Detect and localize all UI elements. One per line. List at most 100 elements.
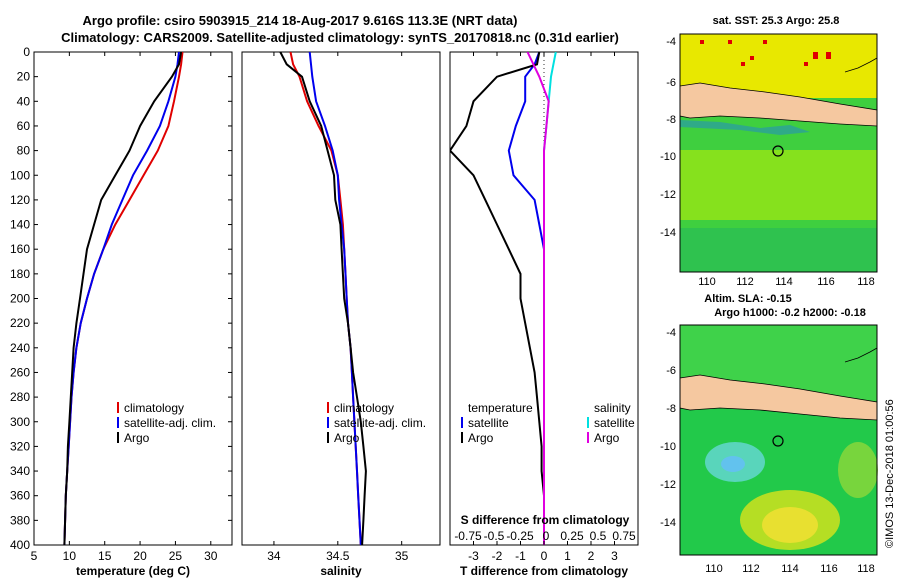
sla-blue-core xyxy=(721,456,745,472)
sla-map-xticks: 110 112 114 116 118 xyxy=(705,563,875,575)
legend-salinity-title: salinity xyxy=(594,401,631,415)
sst-ytick: -12 xyxy=(660,189,676,201)
difference-series xyxy=(450,52,557,545)
depth-tick-label: 340 xyxy=(10,464,30,478)
depth-tick-label: 200 xyxy=(10,292,30,306)
warm-pixel xyxy=(700,40,704,44)
warm-pixel xyxy=(741,62,745,66)
depth-tick-label: 0 xyxy=(23,45,30,59)
legend-argo-label: Argo xyxy=(124,431,150,445)
sla-ytick: -10 xyxy=(660,441,676,453)
legend-s-satellite-label: satellite xyxy=(594,416,635,430)
legend-t-satellite-label: satellite xyxy=(468,416,509,430)
salinity-tick-label: 34.5 xyxy=(326,549,350,563)
temperature-tick-label: 20 xyxy=(133,549,147,563)
depth-tick-label: 260 xyxy=(10,365,30,379)
depth-tick-label: 380 xyxy=(10,513,30,527)
difference-tick-label: 2 xyxy=(588,549,595,563)
series-satellite-adj-clim- xyxy=(308,52,362,545)
temperature-xticks: 5 10 15 20 25 30 xyxy=(31,52,218,563)
legend-temperature-title: temperature xyxy=(468,401,533,415)
depth-tick-label: 360 xyxy=(10,489,30,503)
salinity-series xyxy=(279,52,367,545)
s-difference-tick-label: -0.5 xyxy=(484,529,505,543)
s-difference-tick-label: 0 xyxy=(543,529,550,543)
difference-xticks: -3 -2 -1 0 1 2 3 xyxy=(468,52,618,563)
s-difference-tick-label: 0.25 xyxy=(560,529,584,543)
depth-tick-label: 80 xyxy=(17,144,31,158)
warm-pixel xyxy=(826,52,831,59)
sst-map: sat. SST: 25.3 Argo: 25.8 -4 -6 -8 -10 -… xyxy=(660,15,878,288)
sst-map-title: sat. SST: 25.3 Argo: 25.8 xyxy=(713,15,840,27)
sla-east-blob xyxy=(838,442,878,498)
depth-tick-label: 160 xyxy=(10,242,30,256)
sla-xtick: 118 xyxy=(857,563,875,575)
warm-pixel xyxy=(728,40,732,44)
salinity-tick-label: 35 xyxy=(395,549,409,563)
legend-climatology-label: climatology xyxy=(334,401,394,415)
sla-ytick: -4 xyxy=(666,327,676,339)
salinity-legend: climatology satellite-adj. clim. Argo xyxy=(327,401,426,445)
depth-tick-label: 140 xyxy=(10,218,30,232)
sst-map-xticks: 110 112 114 116 118 xyxy=(698,276,875,288)
s-difference-tick-label: 0.75 xyxy=(612,529,636,543)
sla-xtick: 116 xyxy=(820,563,838,575)
series-salinity-argo xyxy=(526,52,550,545)
sla-yellow-core xyxy=(762,507,818,543)
difference-tick-label: -3 xyxy=(468,549,479,563)
depth-tick-label: 100 xyxy=(10,168,30,182)
temperature-tick-label: 25 xyxy=(169,549,183,563)
warm-pixel xyxy=(804,62,808,66)
series-argo xyxy=(279,52,367,545)
difference-tick-label: 0 xyxy=(541,549,548,563)
imos-watermark: ©IMOS 13-Dec-2018 01:00:56 xyxy=(884,399,896,548)
title-line-1: Argo profile: csiro 5903915_214 18-Aug-2… xyxy=(83,13,518,28)
depth-tick-label: 280 xyxy=(10,390,30,404)
northern-coastline xyxy=(844,57,878,73)
salinity-axes xyxy=(241,51,441,546)
argo-float-marker xyxy=(772,145,784,157)
sst-mid-band xyxy=(680,150,877,220)
salinity-panel: 34 34.5 35 salinity climatology satellite-… xyxy=(241,51,441,578)
difference-tick-label: -1 xyxy=(515,549,526,563)
argo-float-marker xyxy=(772,435,784,447)
legend-s-argo-label: Argo xyxy=(594,431,620,445)
s-difference-title: S difference from climatology xyxy=(461,513,630,527)
depth-tick-label: 240 xyxy=(10,341,30,355)
warm-pixel xyxy=(813,52,818,59)
difference-panel: -3 -2 -1 0 1 2 3 T difference from climatology… xyxy=(449,51,639,578)
sla-ytick: -8 xyxy=(666,403,676,415)
s-difference-tick-label: 0.5 xyxy=(590,529,607,543)
temperature-panel: 5 10 15 20 25 30 0204060801001201401601802002… xyxy=(10,45,638,578)
sst-xtick: 118 xyxy=(857,276,875,288)
temperature-tick-label: 30 xyxy=(204,549,218,563)
depth-tick-label: 320 xyxy=(10,439,30,453)
title-line-2: Climatology: CARS2009. Satellite-adjuste… xyxy=(61,30,619,45)
temperature-axes xyxy=(33,51,233,546)
sst-ytick: -14 xyxy=(660,227,676,239)
temperature-tick-label: 5 xyxy=(31,549,38,563)
salinity-xlabel: salinity xyxy=(320,564,362,578)
temperature-tick-label: 15 xyxy=(98,549,112,563)
coastal-cool-strip xyxy=(680,120,810,135)
sst-cool-band xyxy=(680,228,877,272)
sla-xtick: 112 xyxy=(742,563,760,575)
depth-tick-label: 20 xyxy=(17,70,31,84)
sst-xtick: 112 xyxy=(736,276,754,288)
series-argo xyxy=(63,52,183,545)
depth-tick-label: 60 xyxy=(17,119,31,133)
sst-ytick: -4 xyxy=(666,36,676,48)
s-difference-ticks: -0.75 -0.5 -0.25 0 0.25 0.5 0.75 xyxy=(454,529,636,543)
warm-pixel xyxy=(750,56,754,60)
legend-t-argo-label: Argo xyxy=(468,431,494,445)
sla-ytick: -12 xyxy=(660,479,676,491)
depth-tick-label: 120 xyxy=(10,193,30,207)
salinity-xticks: 34 34.5 35 xyxy=(267,52,409,563)
temperature-tick-label: 10 xyxy=(63,549,77,563)
sst-ytick: -10 xyxy=(660,151,676,163)
legend-climatology-label: climatology xyxy=(124,401,184,415)
temperature-series xyxy=(63,52,184,545)
difference-tick-label: -2 xyxy=(492,549,503,563)
temperature-xlabel: temperature (deg C) xyxy=(76,564,190,578)
